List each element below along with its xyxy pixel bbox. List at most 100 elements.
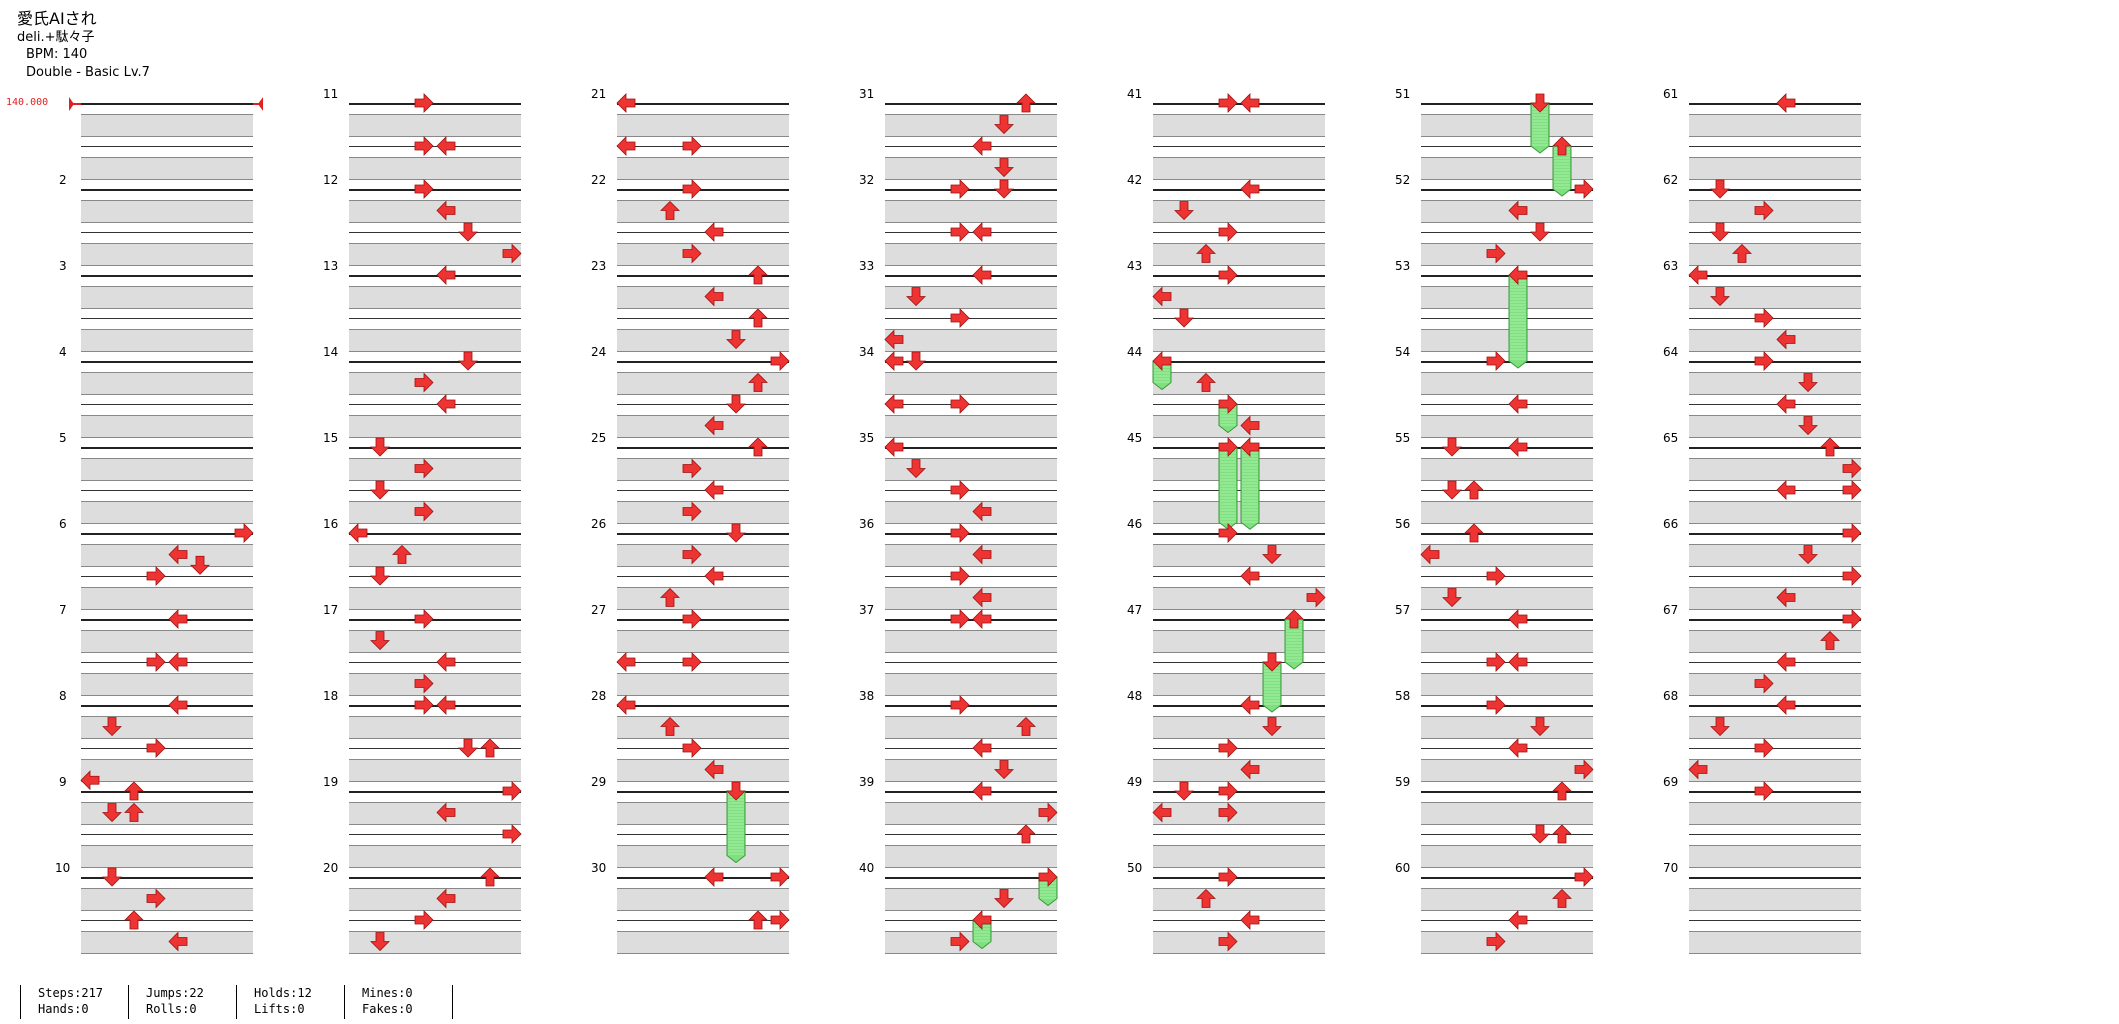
offbeat-strip bbox=[617, 801, 789, 825]
bpm-change-marker: 140.000 bbox=[6, 97, 49, 108]
beat-line bbox=[349, 318, 521, 319]
measure-line bbox=[1421, 705, 1593, 707]
offbeat-strip bbox=[885, 242, 1057, 266]
offbeat-strip bbox=[349, 887, 521, 911]
chart-column bbox=[617, 103, 789, 963]
measure-number: 67 bbox=[1663, 603, 1679, 617]
offbeat-strip bbox=[885, 629, 1057, 653]
offbeat-strip bbox=[885, 801, 1057, 825]
offbeat-strip bbox=[81, 930, 253, 954]
beat-line bbox=[617, 146, 789, 147]
measure-number: 39 bbox=[859, 775, 875, 789]
measure-number: 16 bbox=[323, 517, 339, 531]
measure-line bbox=[617, 275, 789, 277]
offbeat-strip bbox=[1153, 887, 1325, 911]
offbeat-strip bbox=[617, 887, 789, 911]
measure-line bbox=[885, 447, 1057, 449]
hands-count: Hands:0 bbox=[38, 1002, 89, 1016]
offbeat-strip bbox=[1153, 715, 1325, 739]
beat-line bbox=[885, 748, 1057, 749]
beat-line bbox=[1421, 834, 1593, 835]
song-header: 愛氏AIされ deli.+駄々子 BPM: 140 Double - Basic… bbox=[17, 9, 150, 82]
offbeat-strip bbox=[885, 285, 1057, 309]
measure-line bbox=[1153, 705, 1325, 707]
measure-number: 64 bbox=[1663, 345, 1679, 359]
stat-group-mines: Mines:0 Fakes:0 bbox=[344, 985, 453, 1019]
measure-line bbox=[885, 533, 1057, 535]
measure-number: 68 bbox=[1663, 689, 1679, 703]
beat-line bbox=[81, 318, 253, 319]
measure-line bbox=[1421, 361, 1593, 363]
measure-line bbox=[885, 361, 1057, 363]
measure-number: 38 bbox=[859, 689, 875, 703]
measure-number: 9 bbox=[59, 775, 67, 789]
offbeat-strip bbox=[617, 113, 789, 137]
beat-line bbox=[617, 404, 789, 405]
measure-number: 37 bbox=[859, 603, 875, 617]
offbeat-strip bbox=[81, 672, 253, 696]
offbeat-strip bbox=[81, 285, 253, 309]
offbeat-strip bbox=[617, 715, 789, 739]
offbeat-strip bbox=[1153, 156, 1325, 180]
offbeat-strip bbox=[1421, 629, 1593, 653]
measure-line bbox=[1421, 447, 1593, 449]
measure-line bbox=[1689, 791, 1861, 793]
offbeat-strip bbox=[617, 242, 789, 266]
beat-line bbox=[1689, 404, 1861, 405]
offbeat-strip bbox=[349, 328, 521, 352]
measure-line bbox=[1153, 533, 1325, 535]
offbeat-strip bbox=[81, 543, 253, 567]
measure-number: 47 bbox=[1127, 603, 1143, 617]
beat-line bbox=[617, 920, 789, 921]
offbeat-strip bbox=[349, 672, 521, 696]
offbeat-strip bbox=[1689, 328, 1861, 352]
beat-line bbox=[885, 232, 1057, 233]
offbeat-strip bbox=[617, 844, 789, 868]
chart-column bbox=[1153, 103, 1325, 963]
beat-line bbox=[617, 748, 789, 749]
beat-line bbox=[1153, 834, 1325, 835]
measure-line bbox=[885, 791, 1057, 793]
offbeat-strip bbox=[1689, 672, 1861, 696]
offbeat-strip bbox=[885, 844, 1057, 868]
measure-line bbox=[1421, 189, 1593, 191]
beat-line bbox=[617, 318, 789, 319]
offbeat-strip bbox=[617, 930, 789, 954]
measure-number: 69 bbox=[1663, 775, 1679, 789]
measure-line bbox=[81, 275, 253, 277]
measure-number: 46 bbox=[1127, 517, 1143, 531]
offbeat-strip bbox=[1689, 457, 1861, 481]
beat-line bbox=[1153, 576, 1325, 577]
measure-number: 65 bbox=[1663, 431, 1679, 445]
offbeat-strip bbox=[1153, 930, 1325, 954]
offbeat-strip bbox=[1421, 930, 1593, 954]
measure-line bbox=[1689, 533, 1861, 535]
offbeat-strip bbox=[1153, 801, 1325, 825]
measure-line bbox=[885, 275, 1057, 277]
measure-number: 36 bbox=[859, 517, 875, 531]
offbeat-strip bbox=[81, 629, 253, 653]
measure-number: 62 bbox=[1663, 173, 1679, 187]
beat-line bbox=[1153, 662, 1325, 663]
offbeat-strip bbox=[1153, 500, 1325, 524]
offbeat-strip bbox=[1153, 199, 1325, 223]
offbeat-strip bbox=[1689, 715, 1861, 739]
measure-number: 21 bbox=[591, 87, 607, 101]
offbeat-strip bbox=[1689, 629, 1861, 653]
offbeat-strip bbox=[349, 500, 521, 524]
beat-line bbox=[1421, 748, 1593, 749]
beat-line bbox=[1689, 318, 1861, 319]
offbeat-strip bbox=[1689, 113, 1861, 137]
offbeat-strip bbox=[617, 285, 789, 309]
measure-number: 56 bbox=[1395, 517, 1411, 531]
measure-number: 26 bbox=[591, 517, 607, 531]
steps-count: Steps:217 bbox=[38, 986, 104, 1000]
beat-line bbox=[81, 662, 253, 663]
offbeat-strip bbox=[1153, 629, 1325, 653]
stat-group-jumps: Jumps:22 Rolls:0 bbox=[128, 985, 204, 1019]
measure-line bbox=[1153, 877, 1325, 879]
beat-line bbox=[617, 490, 789, 491]
beat-line bbox=[1689, 576, 1861, 577]
measure-number: 58 bbox=[1395, 689, 1411, 703]
measure-line bbox=[885, 705, 1057, 707]
